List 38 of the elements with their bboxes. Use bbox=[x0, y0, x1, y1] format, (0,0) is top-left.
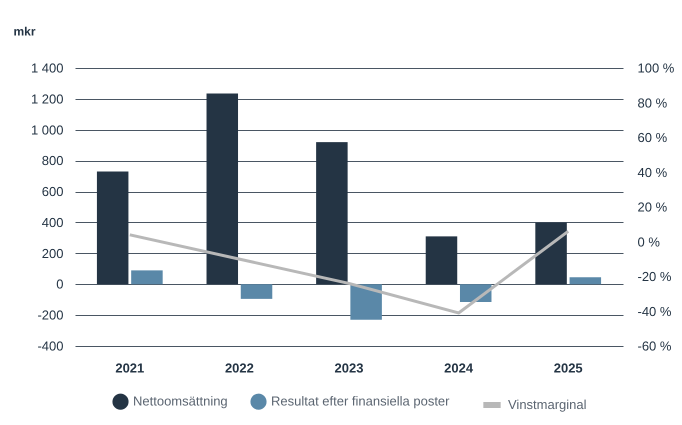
y-axis-title: mkr bbox=[14, 24, 36, 38]
x-tick-label: 2024 bbox=[444, 360, 474, 376]
y-tick-label: 200 bbox=[42, 246, 64, 261]
y-tick-label: 600 bbox=[42, 184, 64, 200]
y2-tick-label: 100 % bbox=[638, 60, 675, 76]
x-tick-label: 2022 bbox=[224, 360, 254, 376]
y2-tick-label: 20 % bbox=[638, 200, 668, 214]
x-tick-label: 2025 bbox=[554, 360, 583, 376]
x-tick-label: 2021 bbox=[115, 360, 144, 376]
y2-tick-label: -40 % bbox=[638, 304, 672, 319]
y-tick-label: 1 400 bbox=[30, 60, 64, 76]
y2-tick-label: 80 % bbox=[638, 95, 668, 110]
y-tick-label: -200 bbox=[37, 308, 64, 323]
bar bbox=[570, 277, 602, 284]
y-tick-label: -400 bbox=[37, 338, 64, 354]
legend-label: Vinstmarginal bbox=[508, 397, 587, 412]
bar bbox=[131, 270, 163, 284]
y2-tick-label: 60 % bbox=[638, 130, 668, 145]
bar bbox=[206, 93, 238, 284]
bar bbox=[535, 222, 567, 284]
y-tick-label: 400 bbox=[42, 214, 64, 230]
legend-label: Resultat efter finansiella poster bbox=[271, 394, 450, 409]
x-tick-label: 2023 bbox=[334, 360, 364, 376]
y2-tick-label: -60 % bbox=[638, 338, 672, 354]
y-tick-label: 0 bbox=[56, 276, 64, 292]
y2-tick-label: 0 % bbox=[638, 234, 660, 250]
y-tick-label: 1 000 bbox=[30, 122, 64, 138]
bar bbox=[350, 284, 382, 320]
y-tick-label: 1 200 bbox=[30, 91, 64, 106]
bar bbox=[240, 284, 272, 299]
y-tick-label: 800 bbox=[42, 153, 64, 168]
line-series bbox=[128, 230, 570, 314]
y2-tick-label: 40 % bbox=[638, 164, 668, 180]
legend-label: Nettoomsättning bbox=[133, 394, 228, 409]
bar bbox=[426, 236, 458, 284]
bar bbox=[316, 142, 348, 284]
y2-tick-label: -20 % bbox=[638, 269, 672, 284]
bar bbox=[96, 171, 128, 284]
